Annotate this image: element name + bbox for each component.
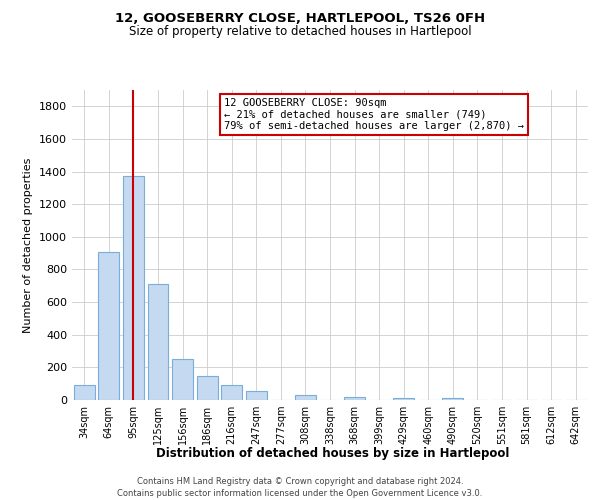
Text: Size of property relative to detached houses in Hartlepool: Size of property relative to detached ho… <box>128 25 472 38</box>
Bar <box>197 376 218 400</box>
Text: Contains public sector information licensed under the Open Government Licence v3: Contains public sector information licen… <box>118 489 482 498</box>
Bar <box>172 359 193 400</box>
Bar <box>221 386 242 400</box>
Bar <box>148 284 169 400</box>
Bar <box>393 398 414 400</box>
Text: 12, GOOSEBERRY CLOSE, HARTLEPOOL, TS26 0FH: 12, GOOSEBERRY CLOSE, HARTLEPOOL, TS26 0… <box>115 12 485 26</box>
Text: Contains HM Land Registry data © Crown copyright and database right 2024.: Contains HM Land Registry data © Crown c… <box>137 478 463 486</box>
Bar <box>123 176 144 400</box>
Bar <box>295 395 316 400</box>
Bar <box>344 396 365 400</box>
Y-axis label: Number of detached properties: Number of detached properties <box>23 158 34 332</box>
Text: Distribution of detached houses by size in Hartlepool: Distribution of detached houses by size … <box>157 448 509 460</box>
Bar <box>74 386 95 400</box>
Text: 12 GOOSEBERRY CLOSE: 90sqm
← 21% of detached houses are smaller (749)
79% of sem: 12 GOOSEBERRY CLOSE: 90sqm ← 21% of deta… <box>224 98 524 131</box>
Bar <box>246 391 267 400</box>
Bar <box>98 252 119 400</box>
Bar <box>442 398 463 400</box>
